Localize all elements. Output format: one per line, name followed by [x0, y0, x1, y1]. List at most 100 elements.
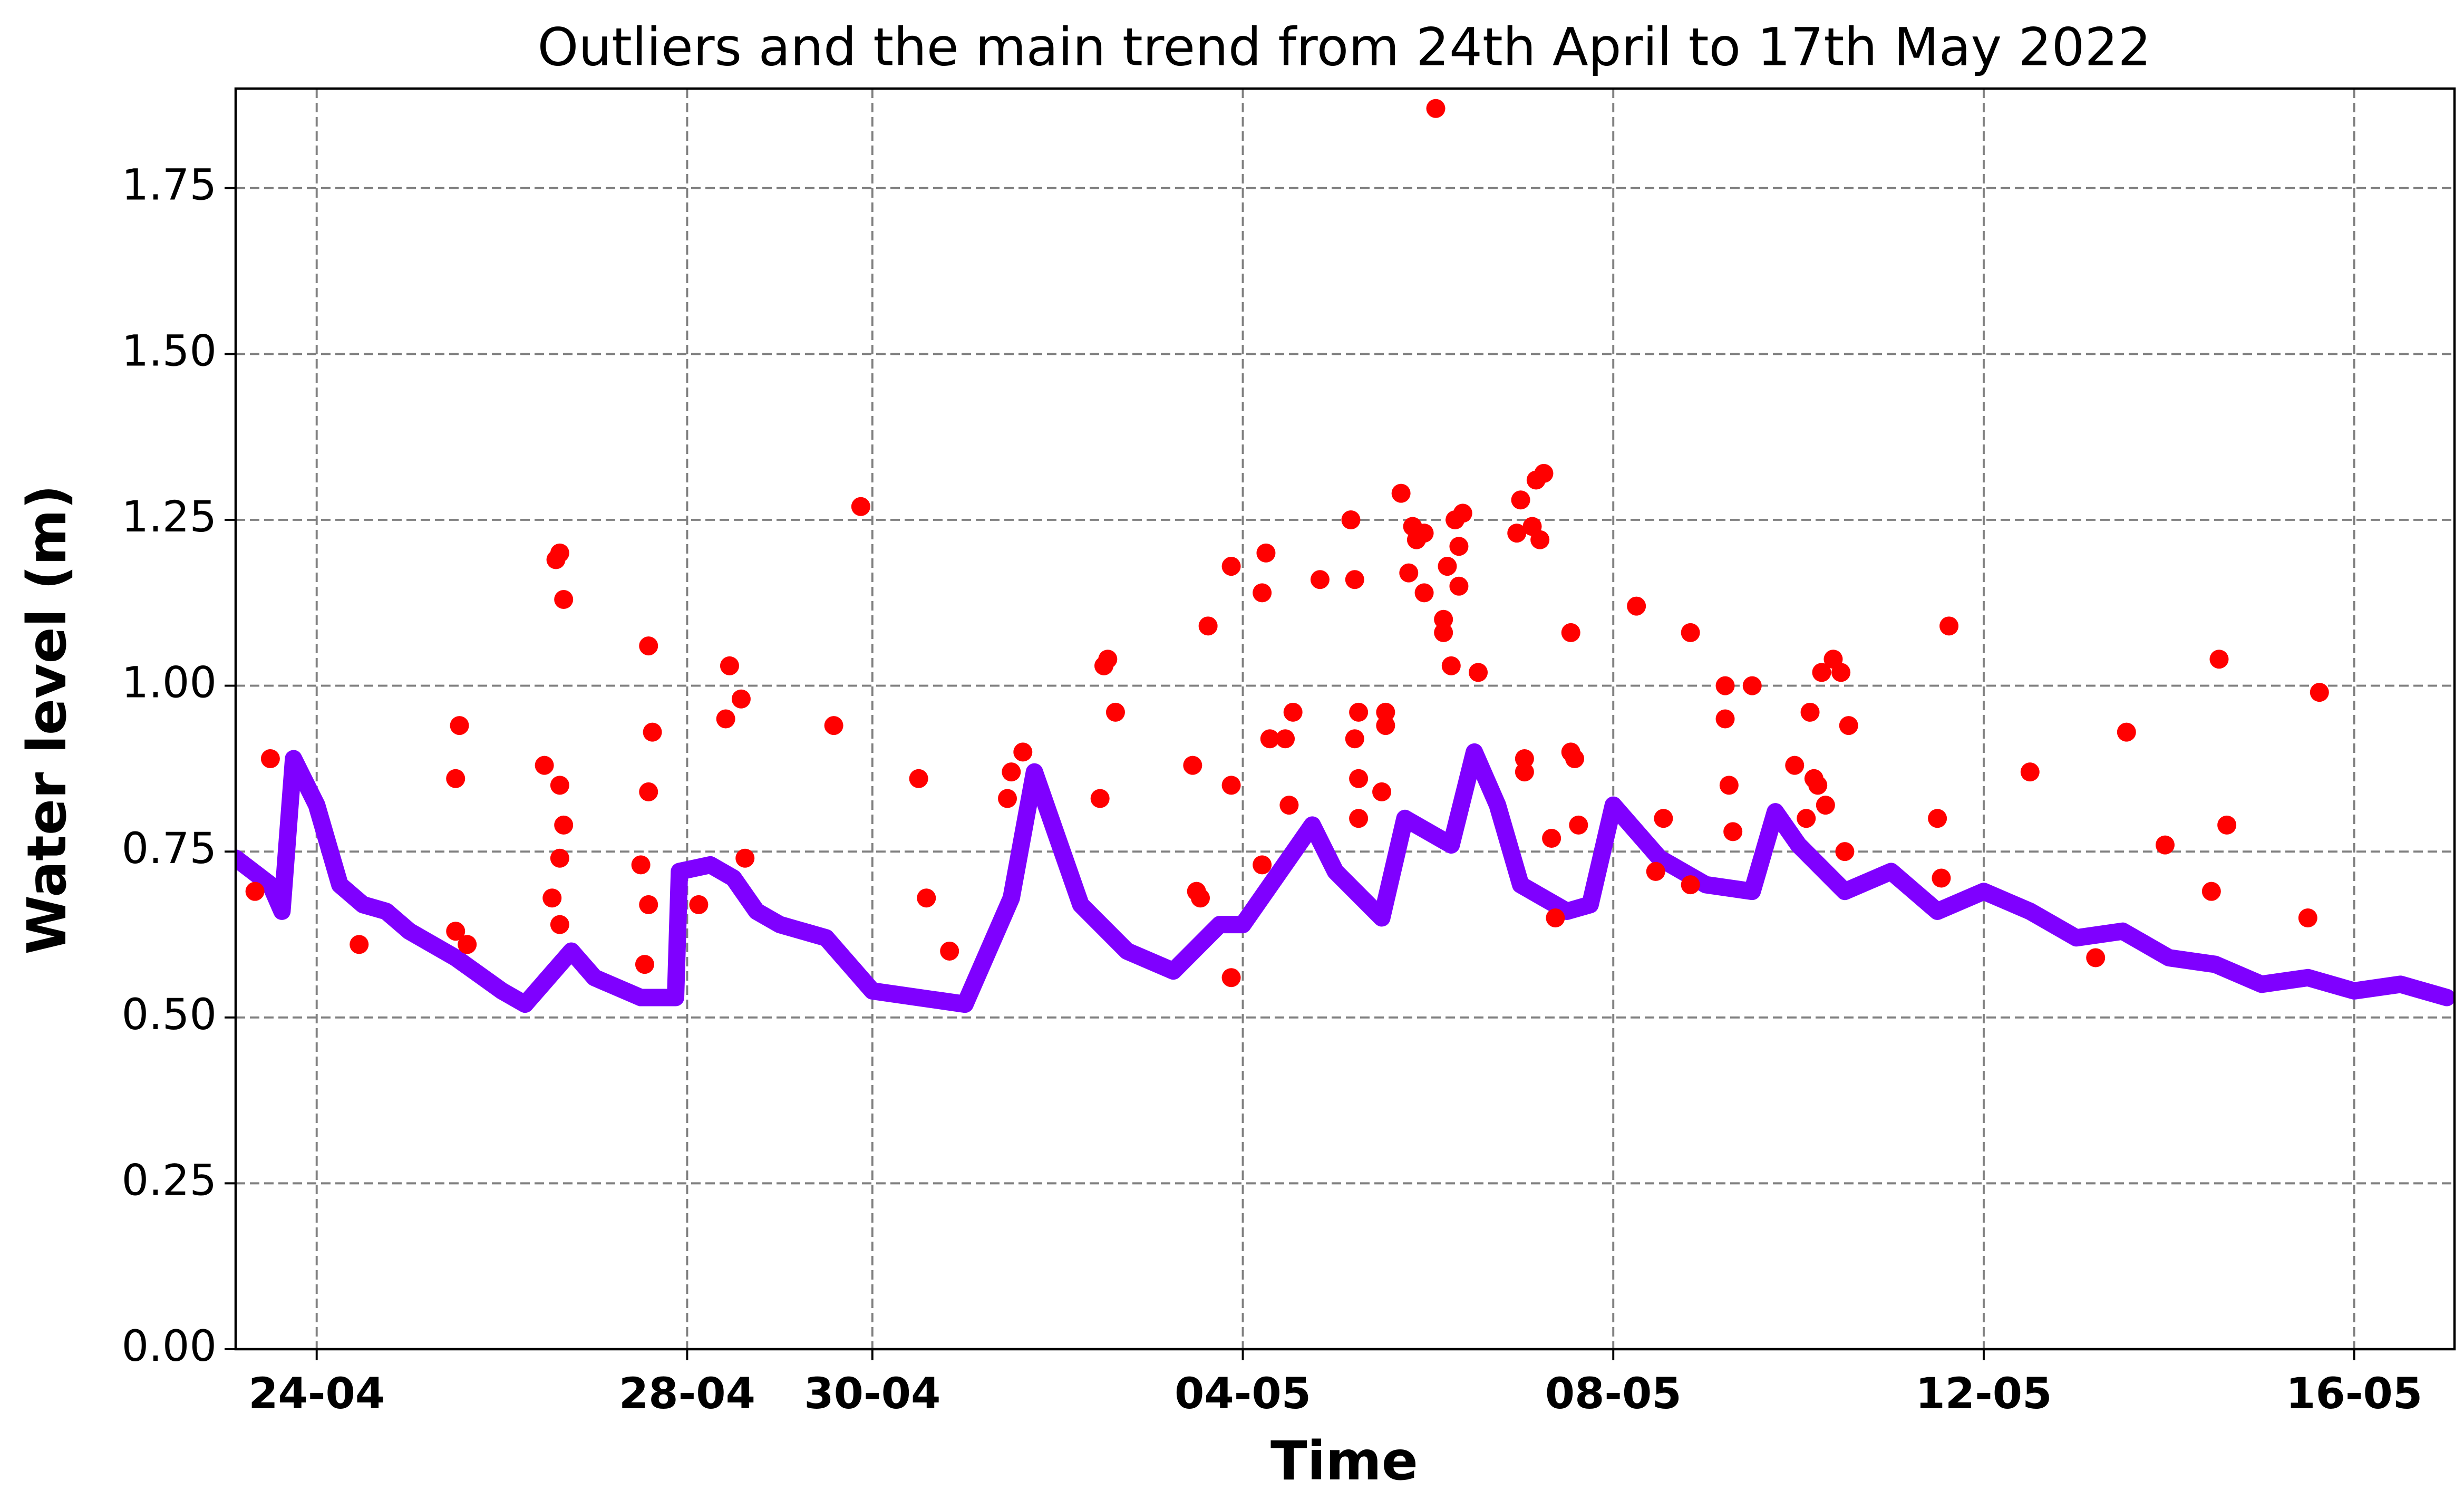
trend-line [236, 743, 2455, 1013]
outlier-point [1928, 809, 1947, 828]
outlier-point [1654, 809, 1673, 828]
x-tick-label: 12-05 [1915, 1369, 2052, 1419]
outlier-point [1515, 749, 1534, 769]
y-tick-label: 1.50 [122, 326, 217, 376]
outlier-point [446, 769, 465, 788]
outlier-point [1831, 663, 1851, 682]
outlier-point [2310, 683, 2329, 702]
outlier-point [1098, 650, 1118, 669]
outlier-point [542, 888, 562, 908]
outlier-point [1221, 557, 1241, 576]
outlier-point [1839, 716, 1858, 735]
outlier-point [2298, 908, 2317, 928]
outlier-point [1719, 776, 1739, 795]
plot-frame [234, 87, 2456, 1351]
outlier-point [446, 922, 465, 941]
outlier-point [940, 941, 959, 961]
outlier-point [2217, 815, 2237, 835]
outlier-point [1812, 663, 1831, 682]
outlier-point [1376, 716, 1395, 735]
outlier-point [998, 789, 1017, 808]
outlier-point [917, 888, 936, 908]
outlier-point [1253, 855, 1272, 875]
outlier-point [1515, 762, 1534, 782]
y-tick-label: 0.75 [122, 824, 217, 874]
outlier-point [1391, 483, 1411, 503]
outlier-point [1183, 756, 1202, 775]
outlier-point [631, 855, 651, 875]
outlier-point [1105, 702, 1125, 722]
outlier-point [1800, 702, 1820, 722]
y-axis-label: Water level (m) [16, 485, 79, 954]
outlier-point [554, 589, 574, 609]
outlier-point [1191, 888, 1210, 908]
outlier-point [1797, 809, 1816, 828]
outlier-point [1345, 570, 1364, 589]
outlier-point [639, 895, 658, 914]
outlier-point [1681, 875, 1700, 895]
outlier-point [1808, 776, 1828, 795]
outlier-point [450, 716, 469, 735]
outlier-point [1785, 756, 1805, 775]
outlier-point [1376, 702, 1395, 722]
outlier-point [350, 935, 369, 954]
x-tick-label: 30-04 [804, 1369, 940, 1419]
outlier-point [909, 769, 928, 788]
outlier-point [716, 709, 735, 729]
outlier-point [1341, 510, 1361, 529]
outlier-point [260, 749, 280, 769]
x-axis-label: Time [1270, 1430, 1418, 1493]
outlier-point [1090, 789, 1110, 808]
outlier-point [1349, 702, 1369, 722]
x-tick-label: 04-05 [1175, 1369, 1311, 1419]
outlier-point [824, 716, 843, 735]
outlier-point [689, 895, 709, 914]
outlier-point [1453, 504, 1472, 523]
outlier-point [735, 848, 755, 868]
outlier-point [1399, 563, 1419, 583]
outlier-point [1569, 815, 1588, 835]
outlier-point [550, 543, 569, 563]
x-tick-label: 28-04 [619, 1369, 755, 1419]
outlier-point [1434, 609, 1453, 629]
outlier-point [1646, 862, 1665, 881]
outlier-point [1507, 524, 1527, 543]
outlier-point [1469, 663, 1488, 682]
outlier-point [1260, 729, 1279, 749]
x-tick-label: 24-04 [248, 1369, 385, 1419]
outlier-point [1349, 769, 1369, 788]
outlier-point [1279, 796, 1299, 815]
outlier-point [1449, 537, 1469, 556]
outlier-point [1681, 623, 1700, 642]
outlier-point [2020, 762, 2040, 782]
outlier-point [1530, 530, 1550, 549]
outlier-point [1310, 570, 1330, 589]
outlier-point [1414, 524, 1434, 543]
outlier-point [1198, 616, 1218, 636]
outlier-point [2201, 882, 2221, 901]
outlier-point [1221, 776, 1241, 795]
outlier-point [1276, 729, 1295, 749]
outlier-point [1835, 842, 1855, 862]
outlier-point [643, 722, 662, 742]
outlier-point [2155, 835, 2175, 855]
outlier-point [1283, 702, 1303, 722]
outlier-point [1221, 968, 1241, 988]
outlier-point [550, 776, 569, 795]
y-tick-label: 1.75 [122, 161, 217, 210]
outlier-point [2086, 948, 2106, 967]
x-tick-label: 08-05 [1545, 1369, 1682, 1419]
outlier-point [1013, 742, 1033, 762]
y-tick-label: 0.25 [122, 1156, 217, 1205]
outlier-point [1426, 99, 1446, 118]
y-tick-label: 1.25 [122, 492, 217, 542]
outlier-point [1253, 583, 1272, 603]
outlier-point [1723, 822, 1743, 841]
outlier-point [1715, 676, 1735, 695]
outlier-point [1256, 543, 1276, 563]
outlier-point [554, 815, 574, 835]
outlier-point [458, 935, 477, 954]
outlier-point [2209, 650, 2229, 669]
outlier-point [1345, 729, 1364, 749]
chart-title: Outliers and the main trend from 24th Ap… [537, 17, 2151, 78]
